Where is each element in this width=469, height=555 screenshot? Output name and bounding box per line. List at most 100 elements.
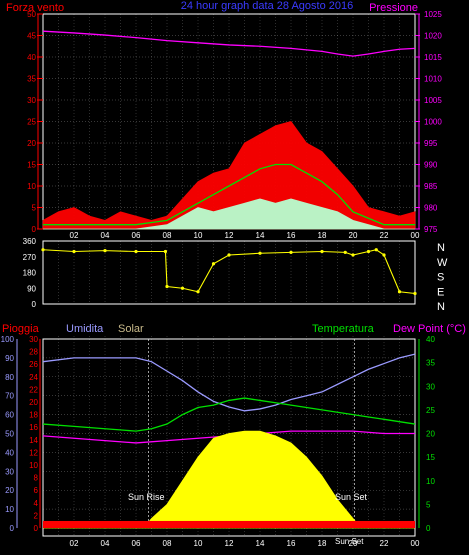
humidity-tick-label: 80 <box>5 373 14 382</box>
climate-x-tick-label: 20 <box>349 539 358 548</box>
rain-tick-label: 30 <box>29 335 38 344</box>
temperature-axis-label: Temperatura <box>312 323 375 335</box>
rain-tick-label: 8 <box>34 474 39 483</box>
sun-set-label: Sun Set <box>335 492 368 502</box>
wind-tick-label: 50 <box>27 10 36 19</box>
climate-x-tick-label: 08 <box>163 539 172 548</box>
wind-x-tick-label: 08 <box>163 231 172 240</box>
climate-x-tick-label: 00 <box>411 539 420 548</box>
solar-axis-label: Solar <box>118 323 144 335</box>
rain-tick-label: 26 <box>29 360 38 369</box>
climate-x-tick-label: 16 <box>287 539 296 548</box>
wind-series-average <box>43 163 415 226</box>
climate-x-tick-label: 04 <box>101 539 110 548</box>
rain-tick-label: 16 <box>29 423 38 432</box>
solar-area <box>43 430 415 529</box>
humidity-tick-label: 30 <box>5 467 14 476</box>
wind-x-tick-label: 14 <box>256 231 265 240</box>
rain-tick-label: 20 <box>29 398 38 407</box>
temperature-tick-label: 20 <box>426 430 435 439</box>
direction-tick-label: 180 <box>23 269 37 278</box>
rain-tick-label: 2 <box>34 511 39 520</box>
humidity-tick-label: 20 <box>5 486 14 495</box>
pressure-tick-label: 1000 <box>424 118 442 127</box>
rain-tick-label: 22 <box>29 385 38 394</box>
wind-x-tick-label: 00 <box>411 231 420 240</box>
wind-x-tick-label: 10 <box>194 231 203 240</box>
chart-title: 24 hour graph data 28 Agosto 2016 <box>181 0 353 12</box>
compass-letter: S <box>437 272 444 284</box>
rain-axis-label: Pioggia <box>2 323 40 335</box>
temperature-tick-label: 40 <box>426 335 435 344</box>
compass-letter: W <box>437 257 448 269</box>
direction-tick-label: 90 <box>27 284 36 293</box>
wind-tick-label: 25 <box>27 118 36 127</box>
direction-panel-frame <box>42 240 416 305</box>
pressure-tick-label: 985 <box>424 182 438 191</box>
pressure-tick-label: 990 <box>424 161 438 170</box>
rain-tick-label: 18 <box>29 411 38 420</box>
humidity-tick-label: 100 <box>1 335 15 344</box>
wind-x-tick-label: 02 <box>70 231 79 240</box>
pressure-tick-label: 1010 <box>424 75 442 84</box>
pressure-axis-label: Pressione <box>369 2 418 14</box>
wind-x-tick-label: 18 <box>318 231 327 240</box>
compass-letter: N <box>437 242 445 254</box>
wind-tick-label: 5 <box>32 204 37 213</box>
climate-x-tick-label: 02 <box>70 539 79 548</box>
rain-tick-label: 28 <box>29 348 38 357</box>
climate-x-tick-label: 18 <box>318 539 327 548</box>
pressure-tick-label: 980 <box>424 204 438 213</box>
humidity-axis-label: Umidita <box>66 323 104 335</box>
temperature-tick-label: 15 <box>426 453 435 462</box>
direction-tick-label: 360 <box>23 237 37 246</box>
wind-series-base <box>43 198 415 230</box>
wind-x-tick-label: 04 <box>101 231 110 240</box>
humidity-tick-label: 70 <box>5 392 14 401</box>
wind-x-tick-label: 06 <box>132 231 141 240</box>
wind-tick-label: 15 <box>27 161 36 170</box>
series-temperatura <box>42 397 416 432</box>
wind-tick-label: 0 <box>32 225 37 234</box>
temperature-tick-label: 35 <box>426 359 435 368</box>
direction-tick-label: 270 <box>23 253 37 262</box>
wind-tick-label: 35 <box>27 75 36 84</box>
rain-tick-label: 4 <box>34 499 39 508</box>
temperature-tick-label: 30 <box>426 382 435 391</box>
dewpoint-axis-label: Dew Point (°C) <box>393 323 466 335</box>
climate-x-tick-label: 10 <box>194 539 203 548</box>
wind-series-gust <box>42 121 416 230</box>
temperature-tick-label: 10 <box>426 477 435 486</box>
humidity-tick-label: 10 <box>5 505 14 514</box>
climate-x-tick-label: 06 <box>132 539 141 548</box>
pressure-tick-label: 975 <box>424 225 438 234</box>
pressure-tick-label: 1025 <box>424 10 442 19</box>
temperature-tick-label: 25 <box>426 406 435 415</box>
wind-tick-label: 10 <box>27 182 36 191</box>
humidity-tick-label: 50 <box>5 430 14 439</box>
humidity-tick-label: 90 <box>5 354 14 363</box>
compass-letter: N <box>437 301 445 313</box>
humidity-tick-label: 40 <box>5 448 14 457</box>
pressure-tick-label: 1015 <box>424 53 442 62</box>
temperature-tick-label: 5 <box>426 500 431 509</box>
humidity-tick-label: 0 <box>10 524 15 533</box>
direction-tick-label: 0 <box>32 300 37 309</box>
rain-tick-label: 12 <box>29 448 38 457</box>
pressure-tick-label: 1005 <box>424 96 442 105</box>
rain-bar <box>43 520 415 528</box>
rain-tick-label: 14 <box>29 436 38 445</box>
wind-tick-label: 20 <box>27 139 36 148</box>
rain-tick-label: 6 <box>34 486 39 495</box>
direction-series-line <box>42 249 416 295</box>
climate-x-tick-label: 12 <box>225 539 234 548</box>
wind-tick-label: 30 <box>27 96 36 105</box>
rain-tick-label: 0 <box>34 524 39 533</box>
pressure-tick-label: 1020 <box>424 32 442 41</box>
compass-letter: E <box>437 286 444 298</box>
wind-x-tick-label: 20 <box>349 231 358 240</box>
rain-tick-label: 10 <box>29 461 38 470</box>
wind-tick-label: 45 <box>27 32 36 41</box>
series-umidita <box>42 353 416 412</box>
climate-x-tick-label: 22 <box>380 539 389 548</box>
